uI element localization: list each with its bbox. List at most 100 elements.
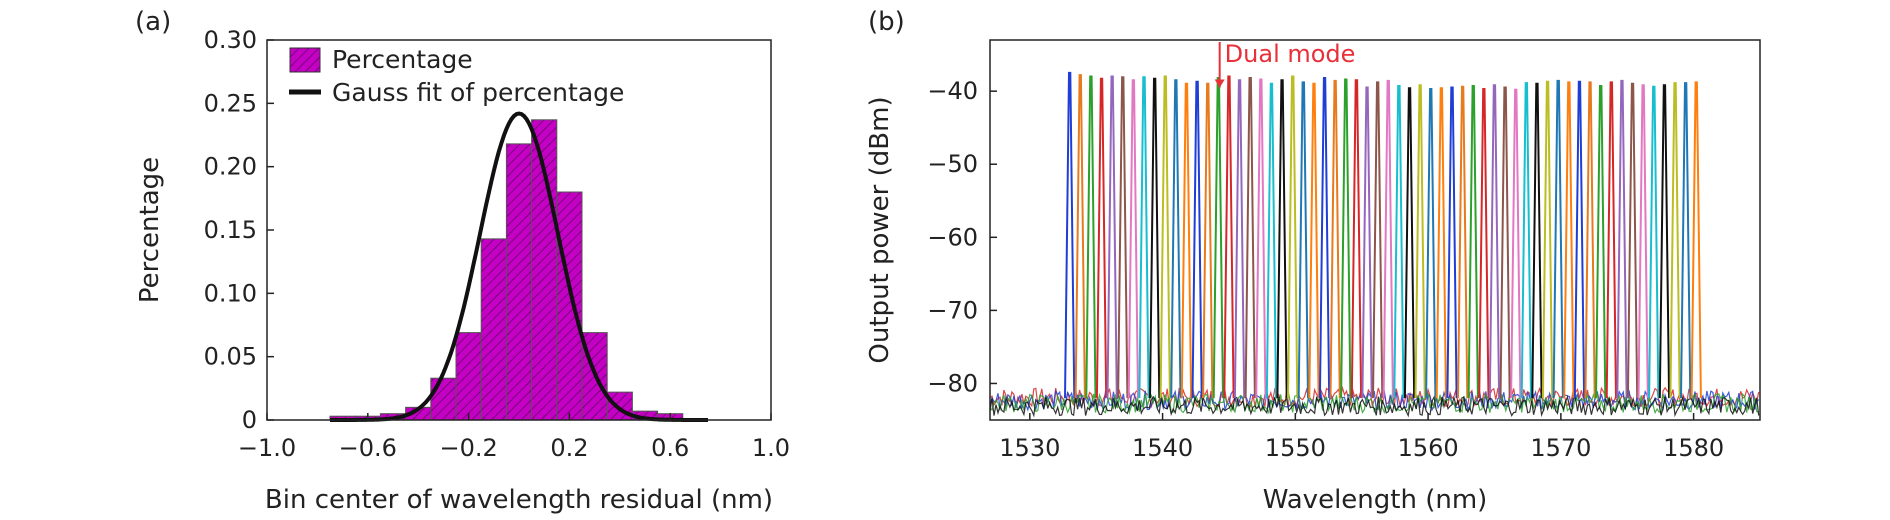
dual-mode-annotation: Dual mode xyxy=(1214,40,1356,88)
spectral-peak xyxy=(1095,77,1108,399)
spectral-peak xyxy=(1382,79,1394,399)
spectral-peak xyxy=(1350,79,1363,399)
spectral-peak xyxy=(1149,77,1161,399)
legend-swatch-percentage xyxy=(289,47,321,73)
spectral-peak xyxy=(1127,79,1139,399)
x-tick-labels-b: 1530 1540 1550 1560 1570 1580 xyxy=(999,413,1724,462)
x-axis-title-b: Wavelength (nm) xyxy=(1263,485,1488,515)
histogram-bar xyxy=(556,191,583,421)
annotation-text: Dual mode xyxy=(1225,40,1356,68)
histogram-panel: (a) −1.0 −0.6 −0.2 0.2 0.6 1.0 00.050.100.150… xyxy=(135,7,790,515)
x-tick-label: 1540 xyxy=(1132,434,1193,462)
spectral-peak xyxy=(1340,78,1352,399)
spectral-peak xyxy=(1520,82,1532,399)
spectral-peak xyxy=(1191,80,1203,399)
x-tick-label: 0.6 xyxy=(651,434,689,462)
spectral-peak xyxy=(1669,82,1681,399)
spectral-peak xyxy=(1467,85,1479,399)
y-tick-label: −80 xyxy=(927,369,978,397)
spectral-peak xyxy=(1563,81,1575,399)
spectral-peak xyxy=(1435,87,1447,399)
spectral-peak xyxy=(1180,82,1193,399)
x-tick-label: 1560 xyxy=(1398,434,1459,462)
spectral-peak xyxy=(1064,71,1076,399)
spectrum-panel: (b) Dual mode 1530 1540 1550 1560 1570 1580 −… xyxy=(865,7,1761,515)
histogram-bar xyxy=(455,332,482,421)
spectral-peak xyxy=(1573,80,1586,399)
spectral-peak xyxy=(1308,82,1320,399)
y-tick-label: 0.25 xyxy=(204,89,257,117)
spectral-peak xyxy=(1329,79,1341,399)
spectral-peak xyxy=(1457,85,1469,399)
spectral-peak xyxy=(1244,77,1256,399)
spectral-peak xyxy=(1085,75,1097,399)
noise-trace xyxy=(989,394,1760,418)
spectral-peak xyxy=(1403,87,1416,399)
panel-a-label: (a) xyxy=(135,7,171,37)
y-tick-label: 0.30 xyxy=(204,26,257,54)
spectral-peak xyxy=(1531,82,1543,399)
spectral-peak xyxy=(1287,75,1299,399)
x-tick-label: 0.2 xyxy=(550,434,588,462)
x-tick-label: −0.6 xyxy=(339,434,397,462)
spectral-peak xyxy=(1658,84,1671,399)
gauss-fit-line xyxy=(330,111,708,422)
spectral-peak xyxy=(1605,81,1617,399)
spectral-peak xyxy=(1393,85,1405,399)
spectral-peak xyxy=(1446,86,1458,399)
spectral-peak xyxy=(1680,82,1692,399)
spectral-peak xyxy=(1202,82,1214,399)
spectral-peak xyxy=(1637,84,1649,399)
spectral-peak xyxy=(1233,79,1246,399)
spectral-peak xyxy=(1255,78,1267,399)
spectral-peak xyxy=(1276,79,1288,399)
y-tick-label: 0.15 xyxy=(204,216,257,244)
spectral-peak xyxy=(1488,84,1501,399)
spectral-peak xyxy=(1552,79,1564,399)
annotation-arrowhead xyxy=(1214,79,1225,88)
spectral-peak xyxy=(1170,79,1182,399)
histogram-bars xyxy=(329,119,684,421)
x-tick-label: 1.0 xyxy=(752,434,790,462)
spectral-peak xyxy=(1595,85,1607,399)
y-tick-label: −60 xyxy=(927,223,978,251)
spectral-peak xyxy=(1626,82,1639,399)
y-tick-label: 0.05 xyxy=(204,343,257,371)
histogram-bar xyxy=(505,143,533,421)
spectral-peak xyxy=(1372,81,1384,399)
y-tick-labels-b: −80 −70 −60 −50 −40 xyxy=(927,77,997,397)
spectral-peak xyxy=(1318,77,1331,399)
x-tick-label: 1530 xyxy=(999,434,1060,462)
spectral-peak xyxy=(1106,75,1118,399)
spectral-peak xyxy=(1074,74,1086,399)
y-axis-title-a: Percentage xyxy=(135,157,165,303)
spectral-peak xyxy=(1499,86,1511,399)
spectral-peak xyxy=(1159,75,1171,399)
x-tick-label: −1.0 xyxy=(238,434,296,462)
y-tick-label: −70 xyxy=(927,296,978,324)
y-axis-title-b: Output power (dBm) xyxy=(865,96,895,363)
legend-label-percentage: Percentage xyxy=(332,45,473,74)
spectral-peak xyxy=(1138,76,1150,399)
spectral-peak xyxy=(1223,75,1235,399)
spectral-peak xyxy=(1297,81,1309,399)
panel-b-label: (b) xyxy=(868,7,905,37)
x-tick-label: 1570 xyxy=(1530,434,1591,462)
spectral-peak xyxy=(1584,81,1596,399)
spectral-peak xyxy=(1690,81,1702,399)
spectral-peaks xyxy=(1064,71,1702,399)
x-tick-label: 1580 xyxy=(1663,434,1724,462)
spectral-peak xyxy=(1425,88,1437,399)
spectral-peak xyxy=(1616,79,1628,399)
y-tick-label: 0.20 xyxy=(204,153,257,181)
spectral-peak xyxy=(1478,88,1490,399)
legend-label-gauss-fit: Gauss fit of percentage xyxy=(332,78,624,107)
spectral-peak xyxy=(1361,86,1373,399)
spectral-peak xyxy=(1212,77,1224,399)
y-tick-label: −40 xyxy=(927,77,978,105)
legend-a: Percentage Gauss fit of percentage xyxy=(289,45,624,107)
x-axis-title-a: Bin center of wavelength residual (nm) xyxy=(265,485,773,515)
y-tick-label: 0 xyxy=(242,406,257,434)
